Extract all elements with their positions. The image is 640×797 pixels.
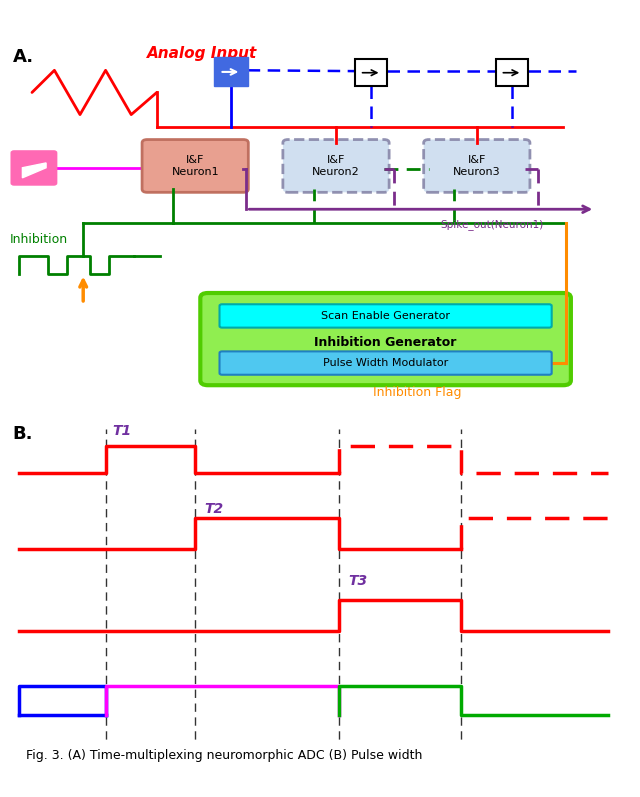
Text: Inhibition: Inhibition (10, 234, 68, 246)
Text: I&F
Neuron3: I&F Neuron3 (453, 155, 500, 177)
Polygon shape (22, 163, 46, 178)
FancyBboxPatch shape (220, 351, 552, 375)
Text: Inhibition Generator: Inhibition Generator (314, 336, 457, 348)
Text: T1: T1 (112, 424, 131, 438)
FancyBboxPatch shape (283, 139, 389, 192)
Text: A.: A. (13, 48, 34, 66)
Text: Analog Input: Analog Input (147, 46, 257, 61)
Text: Scan Enable Generator: Scan Enable Generator (321, 311, 450, 321)
FancyBboxPatch shape (496, 59, 528, 86)
FancyBboxPatch shape (12, 151, 56, 185)
Text: Spike_out(Neuron1): Spike_out(Neuron1) (441, 219, 544, 230)
Text: B.: B. (13, 425, 33, 443)
FancyBboxPatch shape (424, 139, 530, 192)
FancyBboxPatch shape (355, 59, 387, 86)
Text: Pulse Width Modulator: Pulse Width Modulator (323, 358, 448, 368)
Text: I&F
Neuron2: I&F Neuron2 (312, 155, 360, 177)
FancyBboxPatch shape (214, 57, 248, 86)
Text: Fig. 3. (A) Time-multiplexing neuromorphic ADC (B) Pulse width: Fig. 3. (A) Time-multiplexing neuromorph… (26, 749, 422, 762)
Text: T2: T2 (205, 502, 224, 516)
Text: Inhibition Flag: Inhibition Flag (373, 387, 462, 399)
FancyBboxPatch shape (220, 304, 552, 328)
FancyBboxPatch shape (200, 293, 571, 385)
Text: T3: T3 (349, 574, 368, 588)
FancyBboxPatch shape (142, 139, 248, 192)
Text: I&F
Neuron1: I&F Neuron1 (172, 155, 219, 177)
